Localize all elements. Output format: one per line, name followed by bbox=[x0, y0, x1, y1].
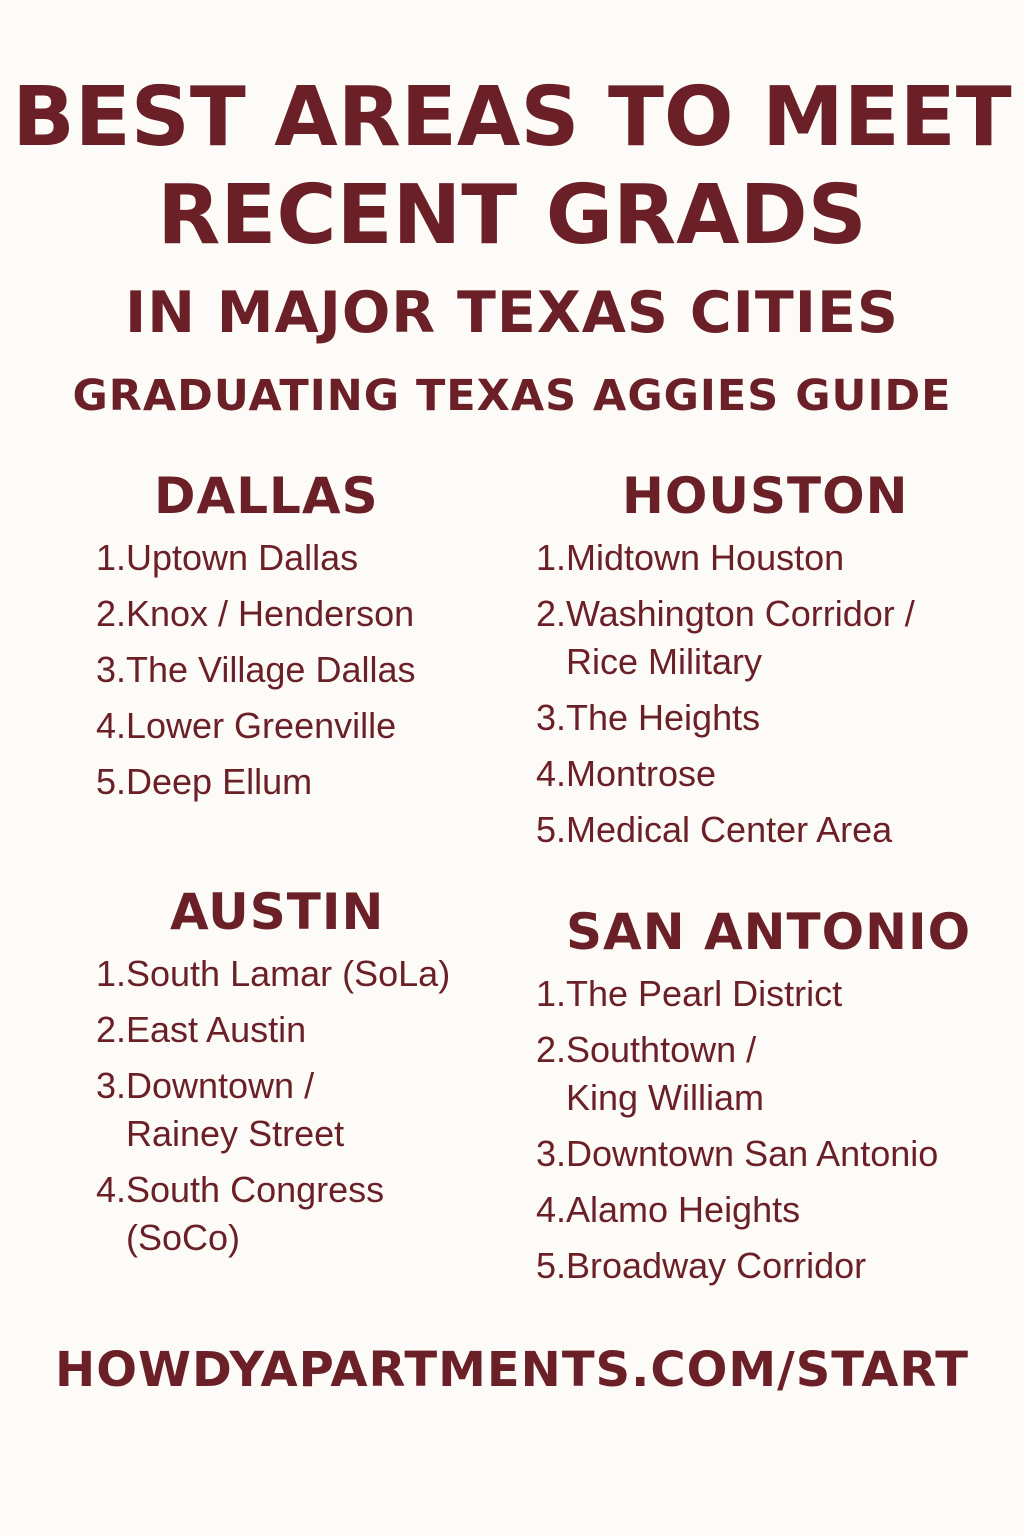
list-item: 3. The Village Dallas bbox=[84, 646, 554, 694]
area-name: Downtown / Rainey Street bbox=[126, 1065, 345, 1154]
subtitle: GRADUATING TEXAS AGGIES GUIDE bbox=[72, 371, 952, 421]
item-number: 4. bbox=[95, 705, 126, 746]
list-item: 2. Knox / Henderson bbox=[84, 590, 554, 638]
list-item: 3. The Heights bbox=[524, 694, 974, 742]
city-section-houston: HOUSTON 1. Midtown Houston 2. Washington C… bbox=[524, 466, 974, 862]
item-number: 3. bbox=[95, 1065, 126, 1106]
area-list-austin: 1. South Lamar (SoLa) 2. East Austin 3. Dow… bbox=[84, 950, 484, 1262]
item-number: 5. bbox=[95, 761, 126, 802]
page-title-line-2: RECENT GRADS bbox=[157, 168, 867, 263]
item-number: 2. bbox=[535, 593, 566, 634]
list-item: 4. South Congress (SoCo) bbox=[84, 1166, 484, 1262]
footer-url[interactable]: HOWDYAPARTMENTS.COM/START bbox=[55, 1342, 969, 1398]
list-item: 5. Broadway Corridor bbox=[524, 1242, 994, 1290]
item-number: 4. bbox=[535, 1189, 566, 1230]
list-item: 2. Washington Corridor / Rice Military bbox=[524, 590, 974, 686]
list-item: 4. Lower Greenville bbox=[84, 702, 554, 750]
city-heading-houston: HOUSTON bbox=[622, 467, 909, 525]
area-name: South Lamar (SoLa) bbox=[126, 953, 451, 994]
list-item: 5. Medical Center Area bbox=[524, 806, 974, 854]
area-list-dallas: 1. Uptown Dallas 2. Knox / Henderson 3. The… bbox=[84, 534, 554, 806]
item-number: 1. bbox=[95, 537, 126, 578]
area-name: Downtown San Antonio bbox=[566, 1133, 939, 1174]
area-name: Alamo Heights bbox=[566, 1189, 801, 1230]
area-name: Deep Ellum bbox=[126, 761, 313, 802]
list-item: 2. Southtown / King William bbox=[524, 1026, 994, 1122]
area-name: Broadway Corridor bbox=[566, 1245, 867, 1286]
list-item: 1. South Lamar (SoLa) bbox=[84, 950, 484, 998]
list-item: 2. East Austin bbox=[84, 1006, 484, 1054]
area-name: The Village Dallas bbox=[126, 649, 416, 690]
area-name: Washington Corridor / Rice Military bbox=[566, 593, 915, 682]
area-name: Montrose bbox=[566, 753, 717, 794]
list-item: 4. Alamo Heights bbox=[524, 1186, 994, 1234]
item-number: 4. bbox=[95, 1169, 126, 1210]
list-item: 1. Midtown Houston bbox=[524, 534, 974, 582]
city-heading-dallas: DALLAS bbox=[154, 467, 379, 525]
list-item: 4. Montrose bbox=[524, 750, 974, 798]
area-name: South Congress (SoCo) bbox=[126, 1169, 385, 1258]
city-heading-san-antonio: SAN ANTONIO bbox=[566, 903, 972, 961]
item-number: 3. bbox=[535, 1133, 566, 1174]
list-item: 1. The Pearl District bbox=[524, 970, 994, 1018]
list-item: 5. Deep Ellum bbox=[84, 758, 554, 806]
item-number: 2. bbox=[535, 1029, 566, 1070]
page-title-line-3: IN MAJOR TEXAS CITIES bbox=[125, 280, 899, 346]
area-list-san-antonio: 1. The Pearl District 2. Southtown / King … bbox=[524, 970, 994, 1290]
city-section-austin: AUSTIN 1. South Lamar (SoLa) 2. East Austi… bbox=[84, 882, 484, 1270]
city-heading-austin: AUSTIN bbox=[170, 883, 385, 941]
item-number: 2. bbox=[95, 593, 126, 634]
item-number: 1. bbox=[535, 973, 566, 1014]
area-name: Knox / Henderson bbox=[126, 593, 415, 634]
city-section-san-antonio: SAN ANTONIO 1. The Pearl District 2. South… bbox=[524, 902, 994, 1298]
area-name: Southtown / King William bbox=[566, 1029, 765, 1118]
item-number: 1. bbox=[95, 953, 126, 994]
item-number: 2. bbox=[95, 1009, 126, 1050]
item-number: 5. bbox=[535, 1245, 566, 1286]
list-item: 3. Downtown San Antonio bbox=[524, 1130, 994, 1178]
area-name: Lower Greenville bbox=[126, 705, 397, 746]
area-list-houston: 1. Midtown Houston 2. Washington Corridor … bbox=[524, 534, 974, 854]
item-number: 3. bbox=[95, 649, 126, 690]
item-number: 5. bbox=[535, 809, 566, 850]
item-number: 3. bbox=[535, 697, 566, 738]
area-name: East Austin bbox=[126, 1009, 307, 1050]
area-name: Uptown Dallas bbox=[126, 537, 359, 578]
page-title-line-1: BEST AREAS TO MEET bbox=[12, 70, 1012, 165]
area-name: Midtown Houston bbox=[566, 537, 845, 578]
item-number: 1. bbox=[535, 537, 566, 578]
item-number: 4. bbox=[535, 753, 566, 794]
area-name: The Heights bbox=[566, 697, 761, 738]
list-item: 3. Downtown / Rainey Street bbox=[84, 1062, 484, 1158]
area-name: Medical Center Area bbox=[566, 809, 893, 850]
city-section-dallas: DALLAS 1. Uptown Dallas 2. Knox / Henderso… bbox=[84, 466, 554, 814]
area-name: The Pearl District bbox=[566, 973, 843, 1014]
list-item: 1. Uptown Dallas bbox=[84, 534, 554, 582]
